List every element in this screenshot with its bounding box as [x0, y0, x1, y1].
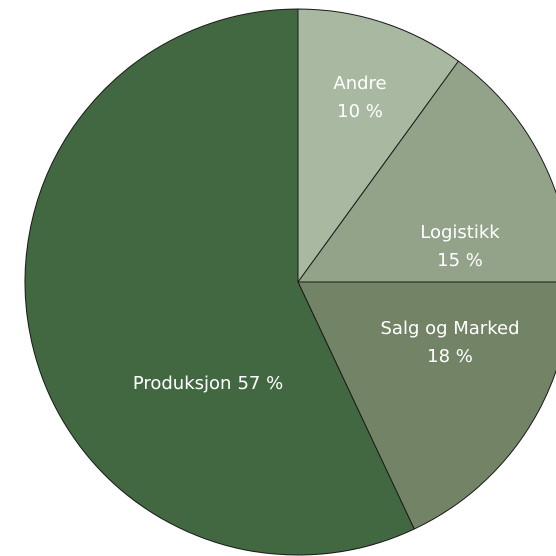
slice-label: Salg og Marked	[380, 318, 519, 339]
slice-value-label: 18 %	[427, 346, 473, 367]
pie-slice	[297, 60, 556, 283]
slice-label: Andre	[333, 73, 386, 94]
pie-slice	[297, 8, 460, 284]
slice-label-group: Produksjon 57 %	[133, 373, 283, 394]
slice-value-label: 10 %	[337, 101, 383, 122]
slice-label: Logistikk	[420, 222, 500, 243]
slice-value-label: 57 %	[237, 373, 283, 394]
pie-slice	[297, 281, 556, 530]
slice-value-label: 15 %	[437, 250, 483, 271]
slice-label: Produksjon	[133, 373, 232, 394]
pie-slice	[24, 8, 415, 556]
